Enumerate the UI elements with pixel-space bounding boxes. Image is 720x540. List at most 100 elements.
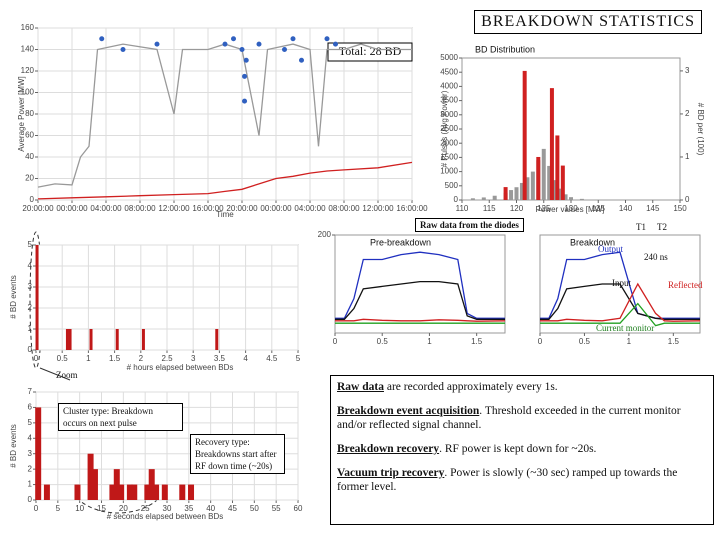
slide-title: BREAKDOWN STATISTICS [474,10,702,34]
y2-tick-label: 2 [685,109,690,118]
x-tick-label: 16:00:00 [192,204,224,213]
point [282,47,287,52]
bar [525,177,530,200]
x-tick-label: 3 [191,354,196,363]
chart-title: BD Distribution [475,44,535,54]
y-tick-label: 5 [28,418,33,427]
x-tick-label: 1.5 [471,337,483,346]
point [243,57,249,63]
bar [547,165,552,200]
bar [481,197,486,200]
bar [131,484,138,500]
x-tick-label: 04:00:00 [294,204,326,213]
y-tick-label: 0 [454,195,459,204]
point [333,41,338,47]
x-tick-label: 0.5 [377,337,389,346]
bar [569,197,573,200]
point [231,36,236,42]
label: Zoom [56,370,78,380]
x-tick-label: 20:00:00 [22,204,54,213]
y-tick-label: 200 [318,230,332,239]
note-head: Breakdown recovery [337,443,440,455]
line [335,280,505,320]
x-tick-label: 55 [272,504,281,513]
y-tick-label: 120 [21,66,35,75]
bar [188,484,195,500]
point [242,98,248,104]
y-tick-label: 4500 [440,67,458,76]
x-tick-label: 10 [75,504,84,513]
point [290,36,296,42]
x-tick-label: 15 [97,504,106,513]
x-tick-label: 00:00:00 [56,204,88,213]
y-tick-label: 3 [28,282,33,291]
y-tick-label: 3500 [440,96,458,105]
bar [215,329,219,350]
x-tick-label: 3.5 [214,354,226,363]
note-text: are recorded approximately every 1s. [383,381,558,393]
x-tick-label: 25 [141,504,150,513]
x-tick-label: 5 [296,354,301,363]
x-tick-label: 120 [510,204,524,213]
x-tick-label: 150 [673,204,687,213]
label: T2 [657,222,667,232]
x-tick-label: 140 [619,204,633,213]
raw-title: Raw data from the diodes [415,218,524,232]
chart-title: Total: 28 BD [339,44,402,58]
x-tick-label: 04:00:00 [90,204,122,213]
line [37,161,413,200]
y-tick-label: 0 [28,345,33,354]
line [540,251,700,319]
label: T1 [636,222,646,232]
y-tick-label: 0 [28,495,33,504]
zoom-arrow [39,367,71,381]
bar [503,187,508,200]
bar [35,245,39,350]
bar [558,188,563,200]
bar [35,407,42,500]
line [335,318,506,322]
x-tick-label: 08:00:00 [124,204,156,213]
note: Breakdown event acquisition. Threshold e… [337,404,707,432]
bar [519,182,524,200]
x-axis-label: # hours elapsed between BDs [127,363,234,372]
bar [126,484,133,500]
bar [514,187,519,200]
label: Output [598,244,624,254]
bar [118,484,125,500]
x-tick-label: 45 [228,504,237,513]
y-tick-label: 1500 [440,153,458,162]
chart-title: Pre-breakdown [370,237,431,247]
y-tick-label: 2500 [440,124,458,133]
chart-title: Breakdown [570,237,615,247]
bar [552,180,557,200]
point [239,47,245,52]
point [256,41,262,47]
recovery-note: Recovery type: Breakdowns start after RF… [190,434,285,474]
bar [492,195,497,200]
point [299,57,304,63]
x-tick-label: 115 [483,204,496,213]
bar [74,484,81,500]
bar [509,190,514,200]
y2-axis-label: # BD per (100) [696,103,705,156]
x-tick-label: 50 [250,504,259,513]
point [120,47,126,52]
x-tick-label: 0 [538,337,543,346]
x-axis-label: Power values [MW] [536,205,605,214]
y-tick-label: 100 [21,88,35,97]
point [222,41,228,47]
note-text: . Power is slowly (~30 sec) ramped up to… [337,467,678,493]
x-tick-label: 2 [139,354,144,363]
notes: Raw data are recorded approximately ever… [330,375,714,525]
bar [536,156,541,200]
y-tick-label: 1 [28,324,33,333]
x-tick-label: 60 [294,504,303,513]
y-tick-label: 3000 [440,110,458,119]
bar [144,484,151,500]
y-tick-label: 4000 [440,82,458,91]
y-tick-label: 5000 [440,53,458,62]
y-tick-label: 2 [28,303,33,312]
x-tick-label: 130 [564,204,578,213]
x-tick-label: 110 [456,204,469,213]
